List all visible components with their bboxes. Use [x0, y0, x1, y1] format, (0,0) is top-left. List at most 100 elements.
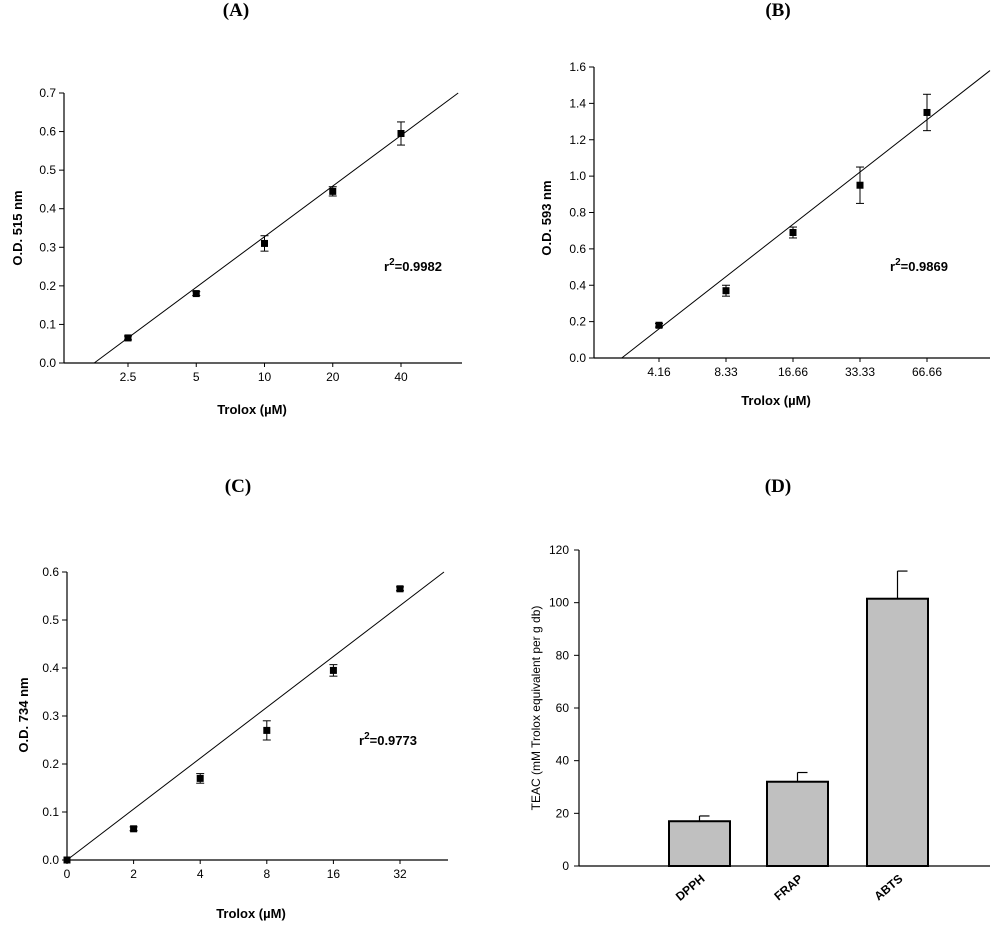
panel-2: (C) 0.0 0.1 0.2 0.3 0.4 0.5 0.6 0 2 4 8 16 32 Trolox (…	[16, 476, 448, 921]
panel-1: (B) 0.0 0.2 0.4 0.6 0.8 1.0 1.2 1.4 1.6 4.16 8.33 16…	[539, 0, 991, 408]
y-tick-label: 0	[562, 859, 569, 873]
y-tick-label: 60	[556, 701, 570, 715]
y-tick-label: 20	[556, 806, 570, 820]
y-tick-label: 1.4	[569, 96, 586, 110]
r-squared-annotation: r2=0.9982	[384, 257, 442, 274]
y-tick-label: 1.0	[569, 169, 586, 183]
x-tick-label: 33.33	[845, 365, 875, 379]
y-tick-label: 0.8	[569, 206, 586, 220]
category-label: ABTS	[871, 872, 905, 904]
data-point	[329, 666, 337, 674]
y-tick-label: 0.6	[42, 565, 59, 579]
r-squared-value: =0.9982	[395, 259, 442, 274]
data-point	[196, 774, 204, 782]
y-tick-label: 0.2	[42, 757, 59, 771]
r-squared-superscript: 2	[895, 257, 901, 268]
data-point	[124, 334, 132, 342]
y-tick-label: 1.2	[569, 133, 586, 147]
x-tick-label: 66.66	[912, 365, 942, 379]
r-squared-superscript: 2	[389, 257, 395, 268]
x-tick-label: 16	[327, 867, 341, 881]
panel-title: (A)	[223, 0, 249, 21]
x-tick-label: 10	[258, 370, 272, 384]
y-tick-label: 0.4	[569, 278, 586, 292]
x-tick-label: 8.33	[714, 365, 738, 379]
y-tick-label: 0.2	[39, 279, 56, 293]
y-axis-label: O.D. 593 nm	[539, 180, 554, 255]
r-squared-symbol: r	[384, 259, 389, 274]
r-squared-superscript: 2	[364, 731, 370, 742]
y-axis-label: O.D. 734 nm	[16, 677, 31, 752]
x-axis-label: Trolox (µM)	[217, 402, 287, 417]
y-tick-label: 0.3	[42, 709, 59, 723]
y-tick-label: 100	[549, 596, 569, 610]
y-tick-label: 0.1	[39, 317, 56, 331]
y-axis-label: O.D. 515 nm	[10, 190, 25, 265]
x-tick-label: 16.66	[778, 365, 808, 379]
data-point	[329, 187, 337, 195]
panel-title: (B)	[765, 0, 790, 21]
y-tick-label: 1.6	[569, 60, 586, 74]
y-tick-label: 120	[549, 543, 569, 557]
x-tick-label: 0	[64, 867, 71, 881]
y-tick-label: 0.4	[42, 661, 59, 675]
r-squared-annotation: r2=0.9869	[890, 257, 948, 274]
y-tick-label: 0.3	[39, 240, 56, 254]
r-squared-value: =0.9869	[901, 259, 948, 274]
data-point	[856, 181, 864, 189]
fit-line	[93, 92, 459, 364]
x-tick-label: 20	[326, 370, 340, 384]
x-tick-label: 40	[394, 370, 408, 384]
panel-title: (C)	[225, 476, 251, 497]
x-tick-label: 5	[193, 370, 200, 384]
fit-line	[66, 571, 445, 861]
x-tick-label: 2.5	[120, 370, 137, 384]
y-tick-label: 0.4	[39, 202, 56, 216]
category-label: FRAP	[771, 872, 805, 904]
y-tick-label: 0.6	[39, 125, 56, 139]
data-point	[261, 239, 268, 247]
data-point	[63, 856, 71, 864]
bar	[866, 597, 929, 867]
category-label: DPPH	[673, 872, 708, 904]
data-point	[789, 229, 797, 237]
x-tick-label: 32	[393, 867, 407, 881]
panel-title: (D)	[765, 476, 791, 497]
x-tick-label: 4.16	[647, 365, 671, 379]
y-tick-label: 0.0	[569, 351, 586, 365]
r-squared-symbol: r	[890, 259, 895, 274]
panel-3: (D) 0 20 40 60 80 100 120 DPPH FRAP ABTS TEAC (mM T…	[529, 476, 990, 904]
data-point	[130, 825, 138, 833]
y-tick-label: 0.2	[569, 315, 586, 329]
data-point	[397, 130, 405, 137]
x-axis-label: Trolox (µM)	[216, 906, 286, 921]
r-squared-value: =0.9773	[370, 733, 417, 748]
y-tick-label: 0.0	[39, 356, 56, 370]
bar	[766, 780, 829, 868]
y-tick-label: 0.6	[569, 242, 586, 256]
y-tick-label: 40	[556, 754, 570, 768]
y-tick-label: 0.7	[39, 86, 56, 100]
x-tick-label: 2	[130, 867, 137, 881]
y-tick-label: 0.5	[39, 163, 56, 177]
panel-0: (A) 0.0 0.1 0.2 0.3 0.4 0.5 0.6 0.7 2.5 5 10 20 40 Tro…	[10, 0, 462, 417]
fit-line	[621, 70, 991, 359]
y-tick-label: 0.1	[42, 805, 59, 819]
data-point	[396, 585, 404, 593]
r-squared-symbol: r	[359, 733, 364, 748]
data-point	[655, 321, 663, 329]
data-point	[263, 726, 271, 734]
data-point	[923, 108, 931, 116]
y-tick-label: 0.0	[42, 853, 59, 867]
y-axis-label: TEAC (mM Trolox equivalent per g db)	[529, 606, 543, 811]
y-tick-label: 80	[556, 648, 570, 662]
bar	[668, 820, 731, 868]
x-tick-label: 4	[197, 867, 204, 881]
x-axis-label: Trolox (µM)	[741, 393, 811, 408]
y-tick-label: 0.5	[42, 613, 59, 627]
data-point	[722, 287, 730, 295]
data-point	[192, 290, 200, 298]
r-squared-annotation: r2=0.9773	[359, 731, 417, 748]
